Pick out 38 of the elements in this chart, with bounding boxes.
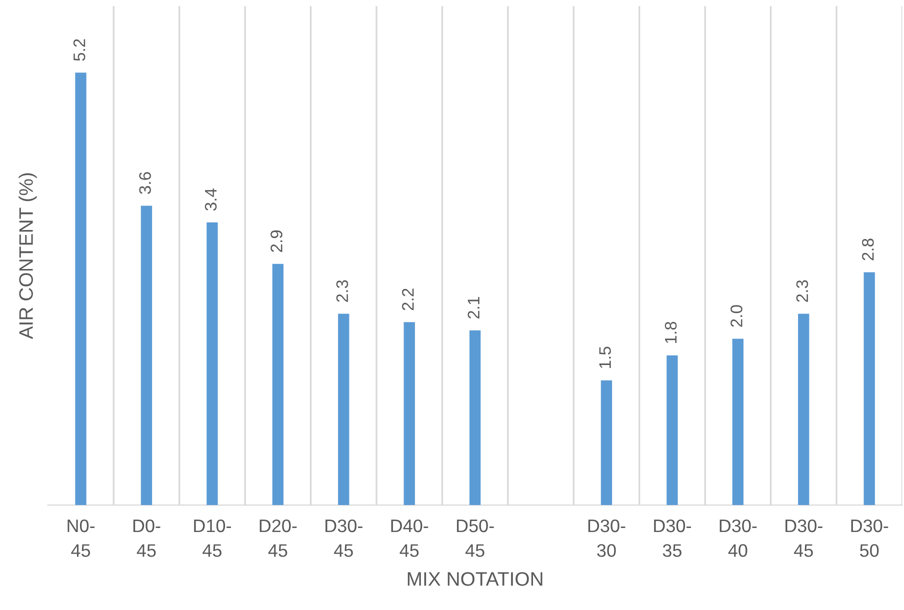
data-label: 3.4 <box>204 188 217 211</box>
bar <box>732 338 744 506</box>
data-label: 2.1 <box>468 296 480 318</box>
x-tick-label: D50-45 <box>456 519 494 557</box>
x-tick-label: D20-45 <box>260 519 297 557</box>
x-tick-label: D30-45 <box>326 519 362 557</box>
x-tick-label: D30-50 <box>851 519 888 557</box>
x-tick-label: D10-45 <box>194 519 231 557</box>
bar <box>469 330 481 506</box>
bar <box>600 380 612 506</box>
bar <box>338 314 350 506</box>
x-tick-label: D30-40 <box>720 519 757 557</box>
data-label: 2.9 <box>270 230 282 252</box>
bar <box>272 264 284 506</box>
x-tick-label: D30-30 <box>588 519 626 557</box>
x-tick-label: N0-45 <box>68 519 95 557</box>
data-label: 5.2 <box>73 39 86 61</box>
data-label: 2.0 <box>730 305 742 327</box>
x-tick-label: D0-45 <box>133 519 160 557</box>
bar <box>666 355 678 506</box>
data-label: 2.8 <box>862 238 874 260</box>
bar <box>798 314 810 506</box>
data-label: 3.6 <box>139 172 151 194</box>
x-tick-label: D30-45 <box>786 519 822 557</box>
x-tick-label: D30-35 <box>654 519 691 557</box>
bar <box>404 322 415 506</box>
data-label: 1.8 <box>664 322 677 344</box>
data-label: 1.5 <box>599 346 611 368</box>
data-label: 2.3 <box>336 280 348 302</box>
y-axis-title: AIR CONTENT (%) <box>18 173 37 340</box>
data-label: 2.3 <box>796 280 808 302</box>
bar <box>206 222 218 506</box>
x-axis-title: MIX NOTATION <box>408 572 542 586</box>
bar <box>140 206 152 506</box>
data-label: 2.2 <box>402 288 414 310</box>
x-tick-label: D40-45 <box>391 519 428 557</box>
bar <box>75 72 86 506</box>
bar <box>864 272 875 506</box>
